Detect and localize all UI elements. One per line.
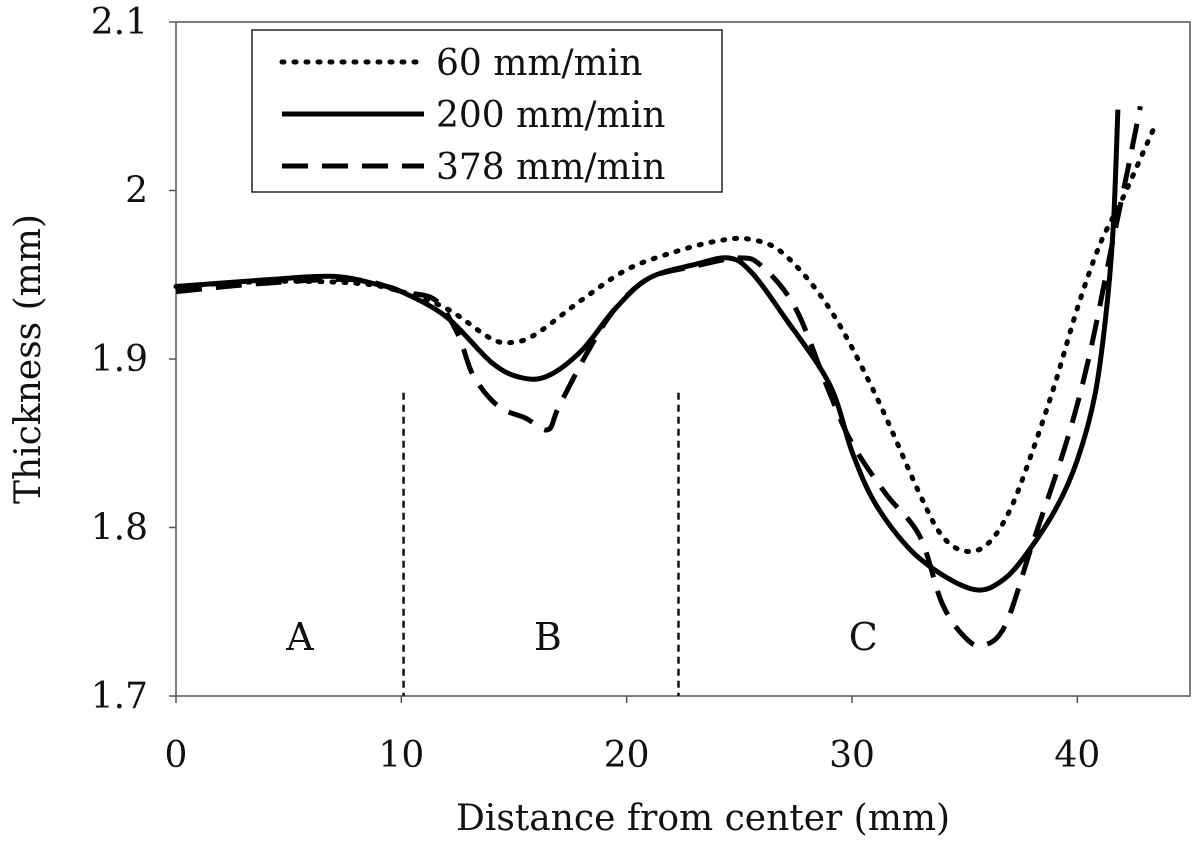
x-tick-label: 0 [165,735,188,776]
series-line-2 [175,109,1121,593]
region-label-b: B [534,615,562,659]
region-labels: A B C [285,615,878,659]
region-label-a: A [285,615,314,659]
legend-label-1: 60 mm/min [436,43,643,84]
x-tick-label: 20 [604,735,650,776]
y-tick-label: 2 [125,171,148,212]
y-tick-label: 1.9 [91,339,148,380]
y-tick-label: 2.1 [91,2,148,43]
y-axis-ticks: 1.7 1.8 1.9 2 2.1 [91,2,176,717]
y-axis-label: Thickness (mm) [8,214,49,504]
region-label-c: C [849,615,878,659]
x-tick-label: 40 [1054,735,1100,776]
y-tick-label: 1.8 [91,508,148,549]
y-tick-label: 1.7 [91,676,148,717]
series-line-1 [173,120,1159,555]
legend: 60 mm/min 200 mm/min 378 mm/min [251,29,723,193]
legend-label-2: 200 mm/min [436,95,665,136]
x-tick-label: 10 [378,735,424,776]
series-lines [173,105,1159,649]
legend-label-3: 378 mm/min [436,147,665,188]
region-dividers [402,392,680,696]
x-tick-label: 30 [829,735,875,776]
series-line-3 [175,105,1143,649]
x-axis-ticks: 0 10 20 30 40 [165,696,1100,776]
x-axis-label: Distance from center (mm) [456,798,950,839]
